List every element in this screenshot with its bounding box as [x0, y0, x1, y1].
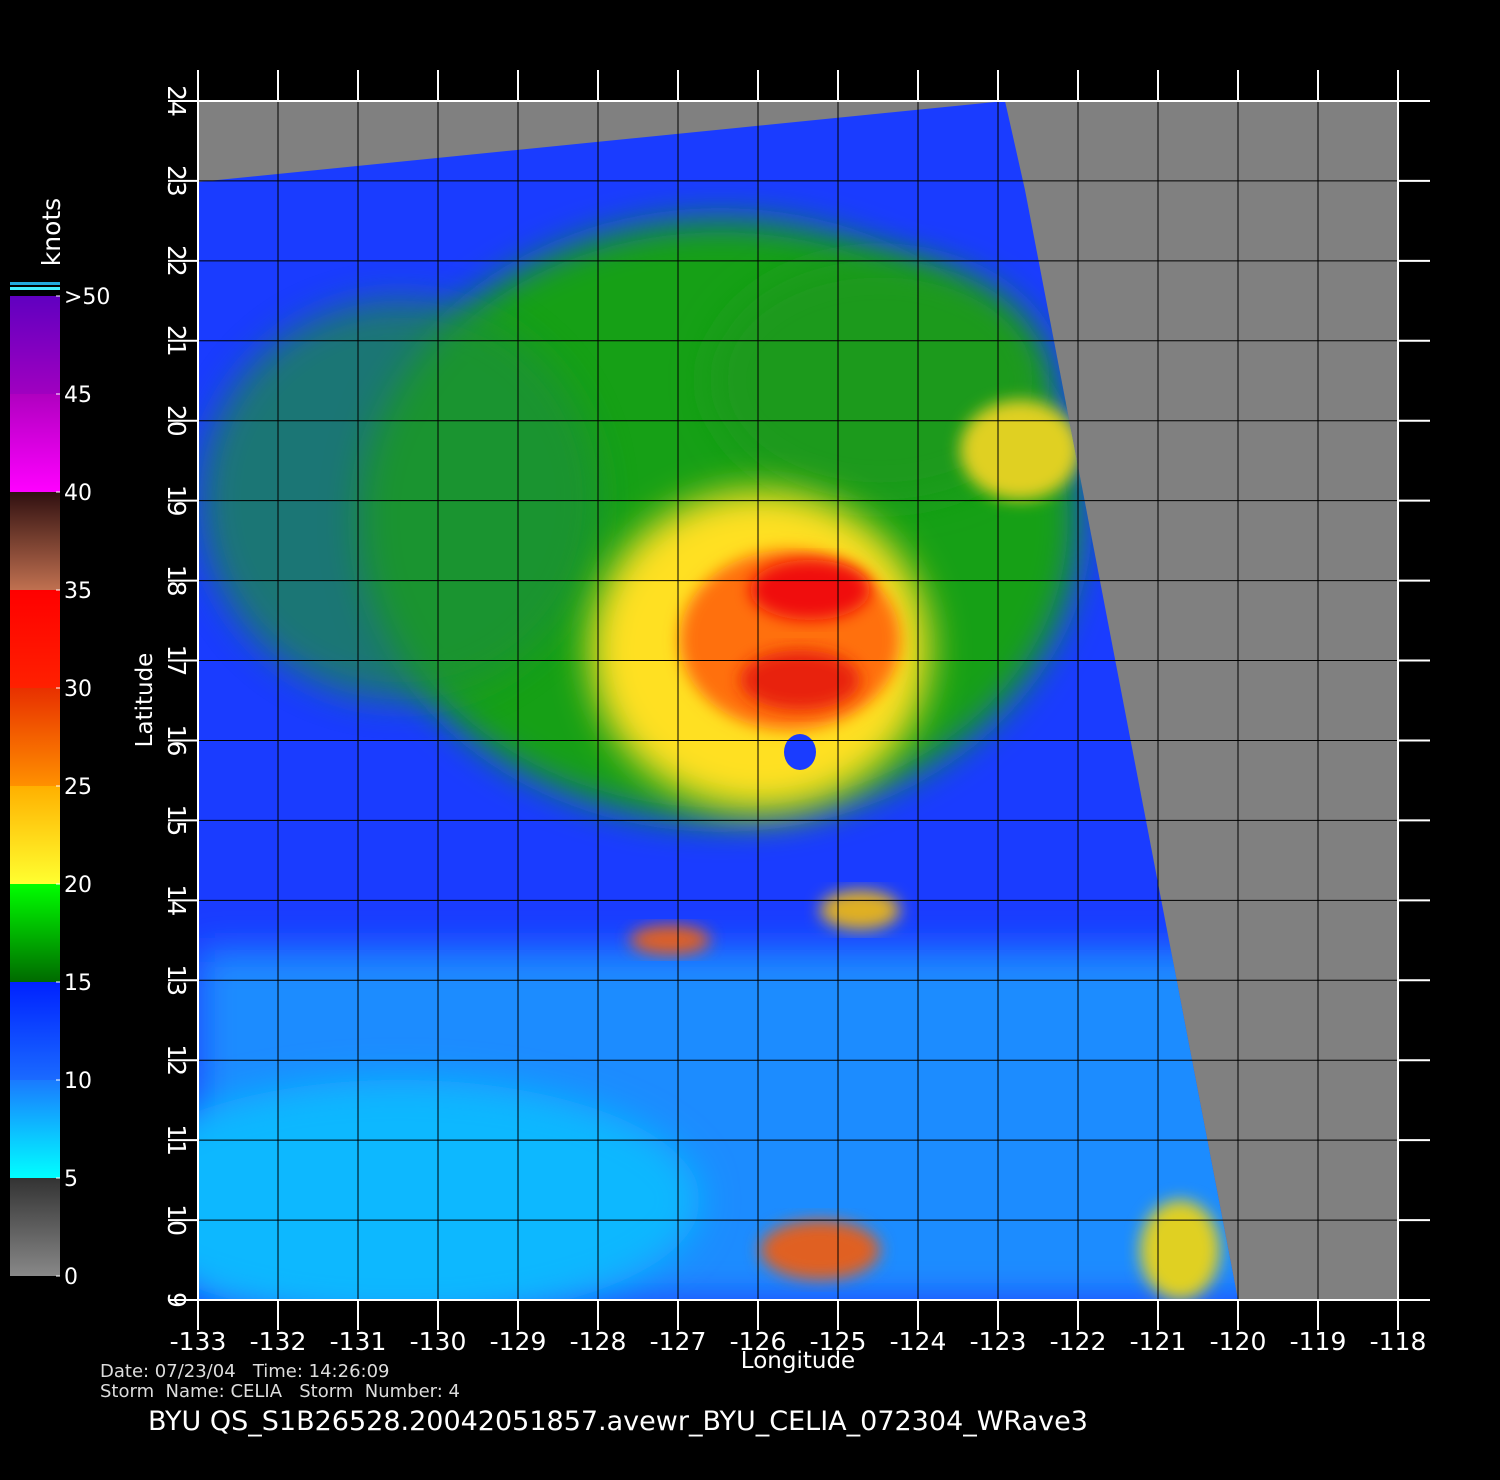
date-time: Date: 07/23/04 Time: 14:26:09	[100, 1361, 390, 1382]
x-tick-label: -120	[1210, 1327, 1267, 1356]
x-tick-label: -128	[570, 1327, 627, 1356]
y-tick-label: 19	[162, 485, 191, 517]
x-tick-label: -125	[810, 1327, 867, 1356]
colorbar-tick-label: 30	[64, 677, 92, 702]
y-tick-label: 10	[162, 1204, 191, 1236]
y-tick-label: 17	[162, 645, 191, 677]
x-tick-label: -122	[1050, 1327, 1107, 1356]
colorbar-tick-label: 20	[64, 873, 92, 898]
y-tick-label: 22	[162, 245, 191, 277]
x-tick-label: -119	[1290, 1327, 1347, 1356]
y-tick-label: 12	[162, 1044, 191, 1076]
x-tick-label: -124	[890, 1327, 947, 1356]
y-tick-label: 20	[162, 405, 191, 437]
x-tick-label: -127	[650, 1327, 707, 1356]
y-tick-label: 15	[162, 804, 191, 836]
colorbar-tick-label: 5	[64, 1167, 78, 1192]
x-tick-label: -126	[730, 1327, 787, 1356]
x-tick-label: -132	[250, 1327, 307, 1356]
y-tick-label: 9	[162, 1292, 191, 1308]
colorbar-tick-label: 35	[64, 579, 92, 604]
y-tick-label: 11	[162, 1124, 191, 1156]
ticks: -133 -132 -131 -130 -129 -128 -127 -126 -125 -124…	[162, 70, 1430, 1356]
x-tick-label: -118	[1370, 1327, 1427, 1356]
y-tick-label: 16	[162, 725, 191, 757]
y-tick-label: 18	[162, 565, 191, 597]
colorbar-tick-label: 40	[64, 481, 92, 506]
y-tick-label: 13	[162, 964, 191, 996]
colorbar	[10, 282, 60, 1276]
x-tick-label: -121	[1130, 1327, 1187, 1356]
imagery	[198, 101, 1398, 1300]
colorbar-tick-label: 0	[64, 1265, 78, 1290]
x-tick-label: -130	[410, 1327, 467, 1356]
y-tick-label: 14	[162, 884, 191, 916]
y-tick-label: 21	[162, 325, 191, 357]
storm-info: Storm Name: CELIA Storm Number: 4	[100, 1381, 460, 1402]
colorbar-tick-label: 15	[64, 971, 92, 996]
colorbar-tick-label: 45	[64, 383, 92, 408]
plot-frame	[197, 100, 1399, 1301]
colorbar-tick-label: 10	[64, 1069, 92, 1094]
y-tick-label: 23	[162, 165, 191, 197]
colorbar-tick-label: 25	[64, 775, 92, 800]
x-tick-label: -123	[970, 1327, 1027, 1356]
y-axis-label: Latitude	[132, 653, 158, 748]
colorbar-labels: 0 5 10 15 20 25 30 35 40 45 >50	[56, 285, 110, 1290]
x-tick-label: -133	[170, 1327, 227, 1356]
colorbar-tick-label: >50	[64, 285, 110, 310]
x-tick-label: -129	[490, 1327, 547, 1356]
colorbar-label: knots	[37, 198, 66, 266]
x-tick-label: -131	[330, 1327, 387, 1356]
x-axis-label: Longitude	[741, 1348, 855, 1374]
y-tick-label: 24	[162, 85, 191, 117]
product-title: BYU QS_S1B26528.20042051857.avewr_BYU_CE…	[148, 1406, 1088, 1437]
